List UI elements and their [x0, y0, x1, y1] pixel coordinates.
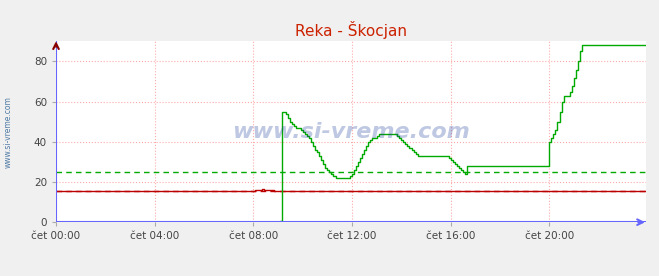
Text: www.si-vreme.com: www.si-vreme.com: [4, 97, 13, 168]
Title: Reka - Škocjan: Reka - Škocjan: [295, 21, 407, 39]
Text: www.si-vreme.com: www.si-vreme.com: [232, 122, 470, 142]
